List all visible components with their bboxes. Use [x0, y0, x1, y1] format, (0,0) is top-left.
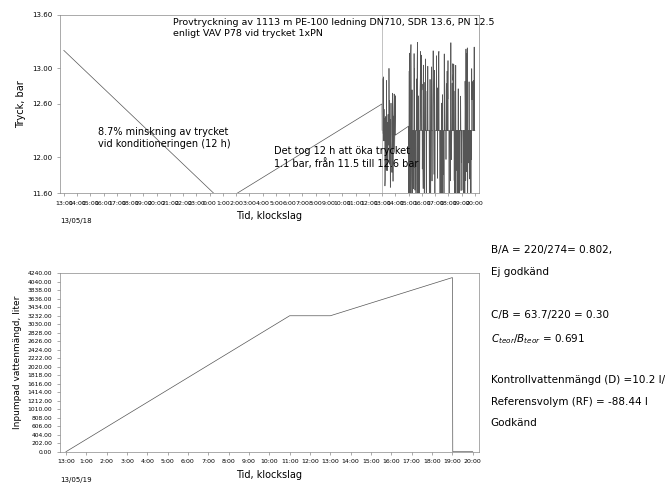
Text: Ej godkänd: Ej godkänd: [491, 267, 549, 277]
Text: $C_{teor}/B_{teor}$ = 0.691: $C_{teor}/B_{teor}$ = 0.691: [491, 332, 585, 346]
X-axis label: Tid, klockslag: Tid, klockslag: [236, 211, 303, 221]
Y-axis label: Inpumpad vattenmängd, liter: Inpumpad vattenmängd, liter: [13, 296, 22, 429]
Text: 8.7% minskning av trycket
vid konditioneringen (12 h): 8.7% minskning av trycket vid konditione…: [98, 127, 230, 149]
Text: Det tog 12 h att öka trycket
1.1 bar, från 11.5 till 12.6 bar: Det tog 12 h att öka trycket 1.1 bar, fr…: [273, 146, 418, 169]
Y-axis label: Tryck, bar: Tryck, bar: [17, 80, 27, 128]
Text: Referensvolym (RF) = -88.44 l: Referensvolym (RF) = -88.44 l: [491, 397, 648, 407]
Text: 13/05/18: 13/05/18: [60, 218, 92, 224]
Text: B/A = 220/274= 0.802,: B/A = 220/274= 0.802,: [491, 246, 612, 255]
Text: Kontrollvattenmängd (D) =10.2 l/h: Kontrollvattenmängd (D) =10.2 l/h: [491, 375, 665, 385]
Text: 13/05/19: 13/05/19: [60, 477, 92, 483]
Text: Godkänd: Godkänd: [491, 418, 537, 428]
Text: Provtryckning av 1113 m PE-100 ledning DN710, SDR 13.6, PN 12.5
enligt VAV P78 v: Provtryckning av 1113 m PE-100 ledning D…: [173, 18, 495, 38]
Text: C/B = 63.7/220 = 0.30: C/B = 63.7/220 = 0.30: [491, 310, 608, 320]
X-axis label: Tid, klockslag: Tid, klockslag: [236, 470, 303, 480]
